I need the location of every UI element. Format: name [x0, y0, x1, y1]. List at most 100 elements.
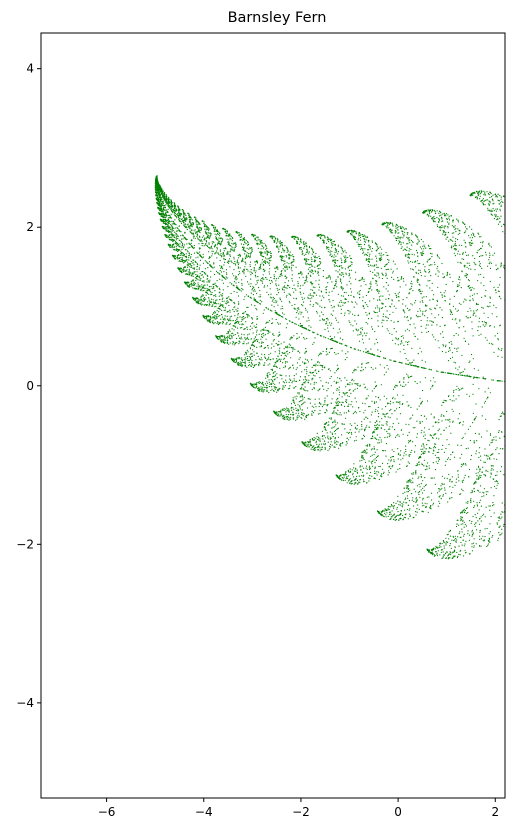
scatter-point [178, 218, 180, 220]
scatter-point [293, 375, 295, 377]
scatter-point [242, 239, 244, 241]
scatter-point [192, 262, 194, 264]
scatter-point [290, 416, 292, 418]
scatter-point [239, 361, 241, 363]
scatter-point [311, 414, 313, 416]
scatter-point [489, 541, 491, 543]
scatter-point [368, 460, 370, 462]
scatter-point [491, 440, 493, 442]
scatter-point [197, 237, 199, 239]
scatter-point [469, 295, 471, 297]
scatter-point [419, 308, 421, 310]
scatter-point [345, 260, 347, 262]
scatter-point [369, 253, 371, 255]
scatter-point [284, 282, 286, 284]
scatter-point [419, 347, 421, 349]
scatter-point [185, 253, 187, 255]
scatter-point [292, 347, 294, 349]
scatter-point [488, 537, 490, 539]
scatter-point [160, 194, 162, 196]
scatter-point [478, 190, 481, 192]
scatter-point [500, 262, 502, 264]
scatter-point [460, 262, 462, 264]
scatter-point [328, 248, 330, 250]
scatter-point [440, 551, 442, 553]
scatter-point [255, 307, 257, 310]
scatter-point [170, 246, 172, 248]
scatter-point [291, 261, 293, 263]
scatter-point [355, 231, 357, 233]
scatter-point [251, 344, 253, 346]
scatter-point [373, 431, 375, 433]
scatter-point [215, 285, 217, 287]
scatter-point [449, 545, 451, 547]
scatter-point [213, 283, 215, 285]
scatter-point [229, 282, 231, 284]
scatter-point [479, 470, 481, 472]
scatter-point [266, 386, 268, 388]
scatter-point [333, 259, 335, 261]
scatter-point [472, 422, 474, 424]
scatter-point [415, 470, 417, 472]
scatter-point [352, 325, 354, 327]
scatter-point [399, 225, 401, 227]
scatter-point [337, 271, 339, 273]
scatter-point [421, 248, 423, 250]
scatter-point [406, 316, 409, 318]
scatter-point [235, 276, 238, 278]
scatter-point [435, 546, 437, 549]
scatter-point [477, 490, 480, 492]
scatter-point [218, 237, 220, 239]
scatter-point [183, 225, 185, 227]
scatter-point [195, 299, 197, 301]
scatter-point [387, 224, 389, 227]
scatter-point [273, 390, 275, 392]
scatter-point [464, 509, 467, 512]
scatter-point [247, 242, 249, 244]
scatter-point [367, 305, 369, 308]
scatter-point [326, 410, 328, 412]
scatter-point [437, 266, 439, 268]
scatter-point [464, 523, 466, 526]
scatter-point [310, 282, 312, 284]
scatter-point [461, 437, 463, 440]
scatter-point [288, 254, 290, 257]
scatter-point [247, 342, 249, 344]
scatter-point [362, 248, 364, 250]
scatter-point [422, 492, 424, 494]
scatter-point [321, 365, 323, 367]
scatter-point [442, 495, 444, 497]
scatter-point [369, 248, 371, 250]
scatter-point [477, 465, 480, 467]
scatter-point [472, 412, 474, 414]
scatter-point [425, 309, 427, 311]
scatter-point [328, 294, 330, 296]
scatter-point [374, 343, 376, 345]
scatter-point [461, 510, 463, 512]
scatter-point [457, 387, 459, 389]
scatter-point [335, 279, 337, 281]
scatter-point [461, 271, 463, 273]
scatter-point [251, 318, 254, 320]
scatter-point [399, 238, 401, 240]
scatter-point [397, 458, 399, 460]
scatter-point [460, 519, 462, 522]
scatter-point [322, 350, 324, 352]
scatter-point [374, 402, 376, 404]
scatter-point [195, 301, 197, 303]
scatter-point [196, 271, 198, 273]
scatter-point [371, 250, 373, 252]
scatter-point [253, 267, 255, 269]
scatter-point [280, 273, 282, 276]
scatter-point [489, 531, 491, 533]
scatter-point [479, 195, 481, 197]
scatter-point [217, 239, 219, 241]
scatter-point [489, 444, 491, 446]
scatter-point [262, 256, 264, 258]
scatter-point [274, 383, 276, 385]
scatter-point [169, 245, 171, 247]
scatter-point [235, 320, 237, 322]
scatter-point [384, 222, 387, 224]
scatter-point [185, 256, 188, 258]
scatter-point [283, 285, 286, 287]
